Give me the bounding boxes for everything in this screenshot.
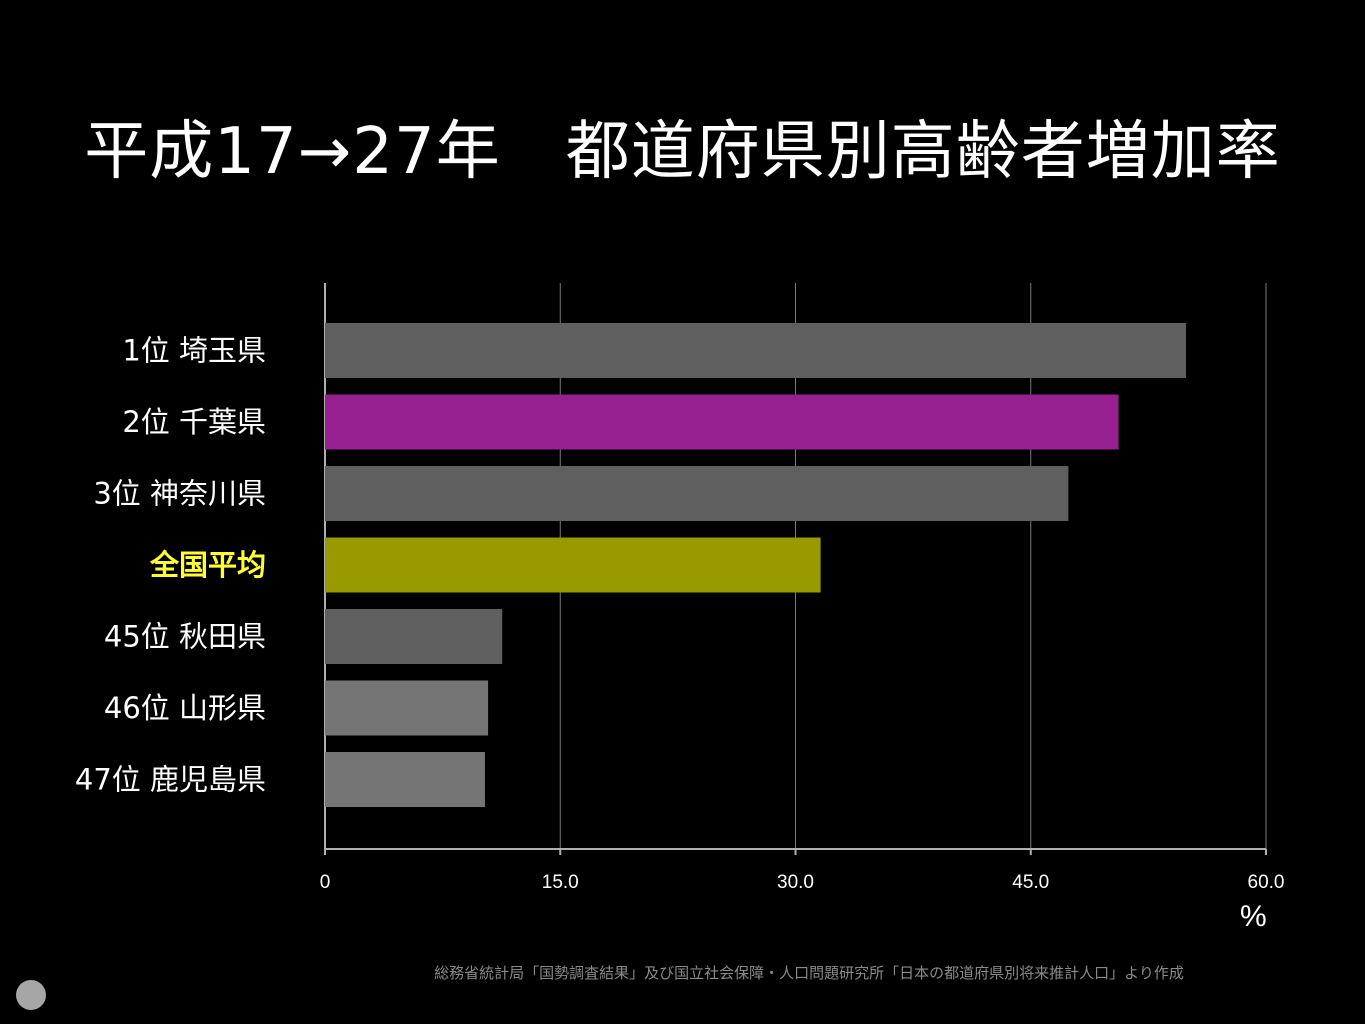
- bar: [325, 537, 821, 593]
- bar: [325, 752, 485, 807]
- chart-title: 平成17→27年 都道府県別高齢者増加率: [84, 115, 1281, 189]
- category-label: 1位 埼玉県: [122, 334, 266, 368]
- bar: [325, 466, 1069, 521]
- bar: [325, 609, 503, 664]
- x-tick-label: 45.0: [1012, 872, 1049, 893]
- bar: [325, 323, 1187, 378]
- category-label: 3位 神奈川県: [93, 477, 266, 511]
- x-tick-label: 30.0: [777, 872, 814, 893]
- x-tick-label: 15.0: [542, 872, 579, 893]
- bar: [325, 394, 1119, 450]
- category-label: 46位 山形県: [104, 691, 266, 725]
- category-label: 47位 鹿児島県: [75, 763, 266, 797]
- category-label: 全国平均: [149, 548, 266, 582]
- x-axis-unit: %: [1240, 900, 1267, 933]
- source-note: 総務省統計局「国勢調査結果」及び国立社会保障・人口問題研究所「日本の都道府県別将…: [434, 964, 1184, 982]
- bar: [325, 680, 489, 736]
- x-tick-label: 60.0: [1248, 872, 1285, 893]
- slide-indicator-dot[interactable]: [16, 980, 46, 1010]
- x-tick-label: 0: [320, 872, 331, 893]
- category-label: 2位 千葉県: [122, 405, 266, 439]
- category-label: 45位 秋田県: [104, 620, 266, 654]
